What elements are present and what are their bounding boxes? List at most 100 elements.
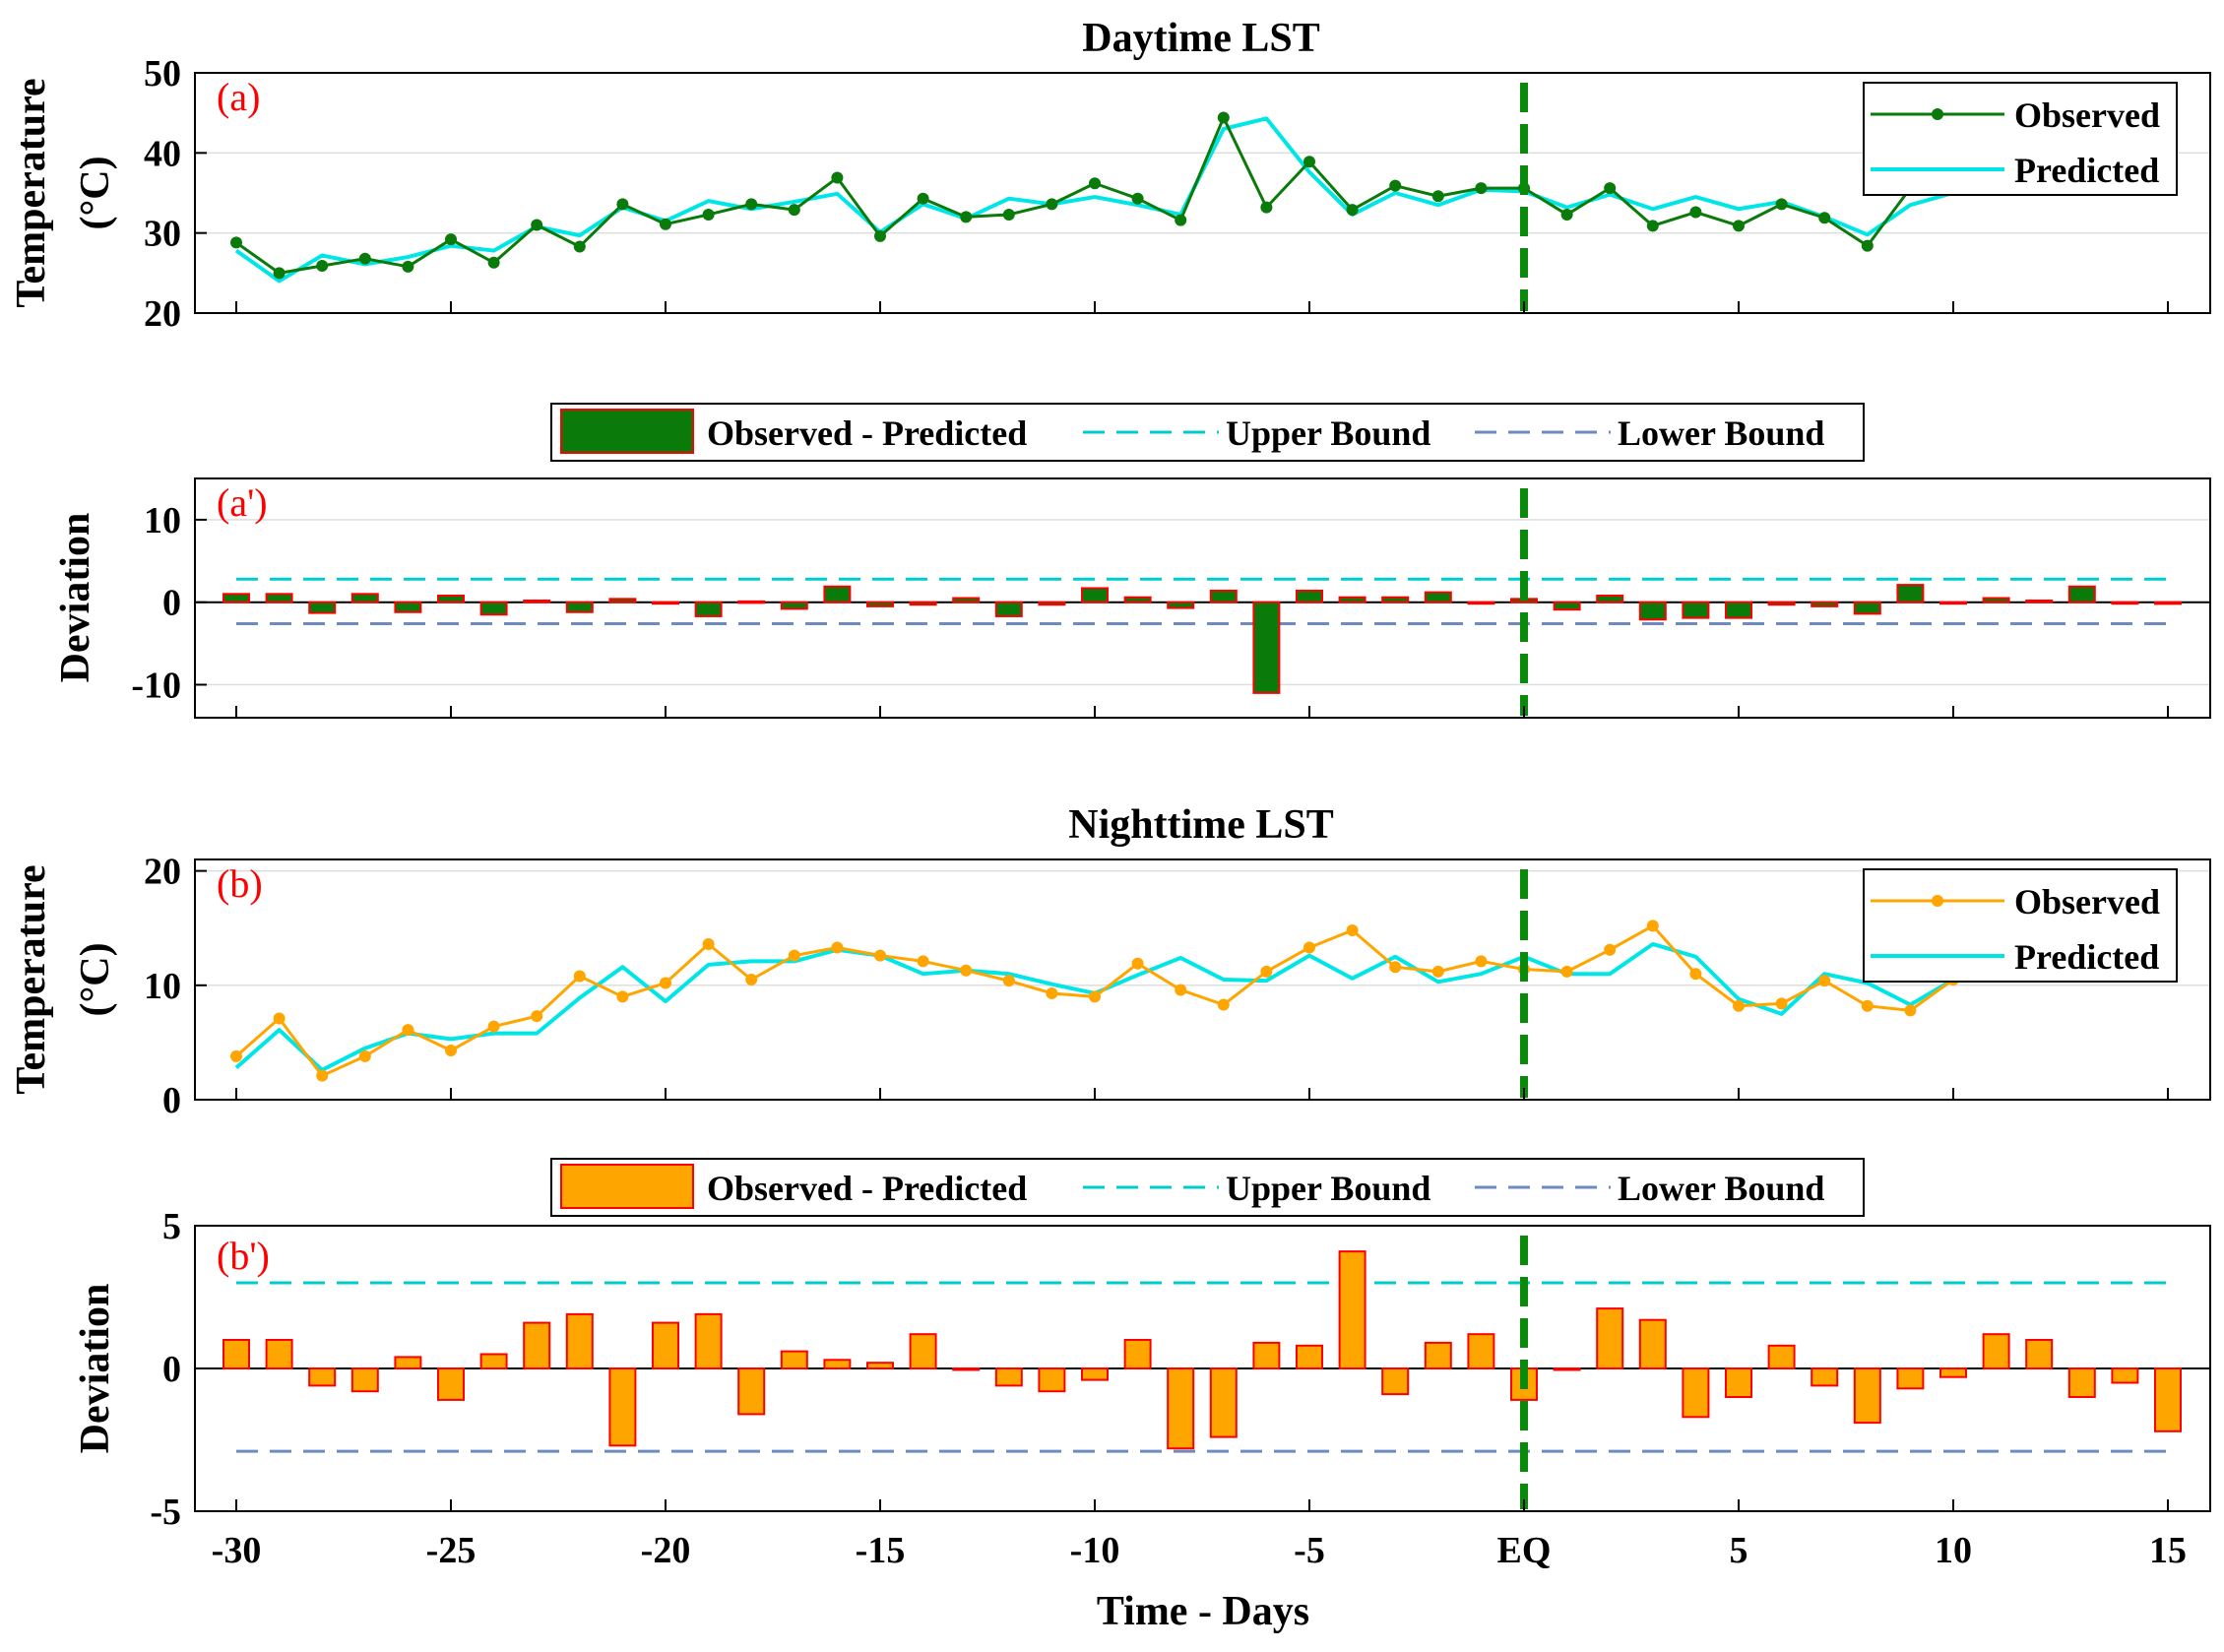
x-axis-ticks: -30 -25 -20 -15 -10 -5 EQ 5 10 15: [212, 1530, 2187, 1571]
deviation-bar: [1682, 1367, 1710, 1419]
y-axis-label-line1: Temperature: [9, 78, 54, 307]
deviation-bar: [1123, 596, 1152, 604]
deviation-bar: [1209, 1367, 1238, 1438]
x-tick-label: -15: [856, 1530, 906, 1571]
y-axis-ticks: -5 0 5: [150, 1206, 2169, 1533]
point-observed: [487, 256, 500, 269]
point-observed: [573, 970, 586, 983]
deviation-bar: [1167, 601, 1195, 609]
legend-upper-bound-label: Upper Bound: [1226, 413, 1430, 453]
point-observed: [1733, 999, 1745, 1012]
x-tick-label: EQ: [1497, 1530, 1552, 1571]
point-observed: [1818, 212, 1831, 224]
plot-frame: [194, 477, 2211, 719]
deviation-bar: [222, 1339, 250, 1369]
deviation-bar: [1767, 601, 1796, 606]
deviation-bar: [994, 601, 1023, 617]
point-observed: [1175, 984, 1187, 996]
deviation-bar: [265, 1339, 293, 1369]
legend-box: [550, 1158, 1865, 1217]
deviation-bar: [1424, 1341, 1452, 1370]
deviation-bar: [1338, 1250, 1366, 1369]
deviation-bar: [308, 601, 337, 614]
x-tick-label: 10: [1935, 1530, 1972, 1571]
point-observed: [230, 236, 242, 249]
legend-predicted-label: Predicted: [2014, 151, 2159, 190]
point-observed: [402, 260, 414, 273]
point-observed: [445, 233, 457, 246]
deviation-bar: [823, 1359, 852, 1370]
point-observed: [1431, 965, 1444, 978]
deviation-bar: [437, 1367, 465, 1401]
y-axis-label: Temperature (°C): [9, 864, 118, 1094]
deviation-bar: [1853, 601, 1881, 615]
x-tick-label: -20: [641, 1530, 691, 1571]
point-observed: [1131, 957, 1144, 970]
point-observed: [1002, 975, 1015, 987]
legend-box: [550, 403, 1865, 462]
point-observed: [1389, 179, 1402, 192]
deviation-bar: [1638, 601, 1667, 621]
deviation-bar: [1596, 594, 1624, 604]
point-observed: [745, 974, 758, 985]
legend-predicted-label: Predicted: [2014, 937, 2159, 977]
deviation-bar: [1252, 1341, 1281, 1370]
deviation-bar: [1939, 601, 1967, 605]
deviation-bar: [737, 600, 766, 604]
point-observed: [531, 219, 543, 231]
point-observed: [1861, 239, 1874, 252]
deviation-bar: [1252, 601, 1281, 694]
x-tick-label: 5: [1730, 1530, 1748, 1571]
panel-nighttime-lst: Nighttime LST 0 10 20 (b) Temperature (°C)…: [9, 802, 2211, 1121]
point-observed: [1775, 997, 1788, 1010]
deviation-bar: [694, 601, 723, 617]
deviation-bar: [265, 593, 293, 604]
legend-lower-bound-label: Lower Bound: [1618, 413, 1824, 453]
legend-obs-minus-pred-label: Observed - Predicted: [707, 1169, 1027, 1208]
point-observed: [1604, 943, 1617, 956]
deviation-bar: [1381, 596, 1410, 604]
deviation-bar: [1596, 1307, 1624, 1369]
point-observed: [1431, 190, 1444, 203]
point-observed: [1689, 206, 1702, 219]
deviation-bar: [1982, 597, 2010, 604]
panel-label: (b'): [217, 1234, 270, 1278]
deviation-bar: [866, 1362, 894, 1369]
deviation-bar: [994, 1367, 1023, 1387]
point-observed: [1089, 177, 1101, 190]
deviation-bar: [780, 1350, 808, 1369]
deviation-bar: [565, 1312, 594, 1370]
y-tick-label: 20: [144, 293, 181, 335]
point-observed: [1089, 990, 1101, 1003]
x-tick-label: -25: [426, 1530, 477, 1571]
y-tick-label: 10: [144, 500, 181, 541]
deviation-bar: [1553, 1367, 1581, 1371]
point-observed: [273, 1012, 286, 1025]
deviation-bar: [866, 601, 894, 607]
deviation-bar: [394, 1356, 422, 1370]
chart-title: Nighttime LST: [1068, 802, 1334, 848]
legend: Observed Predicted: [1863, 82, 2178, 196]
legend-obs-minus-pred-label: Observed - Predicted: [707, 413, 1027, 453]
deviation-legend-a: Observed - Predicted Upper Bound Lower B…: [550, 403, 1865, 462]
y-tick-label: 20: [144, 852, 181, 893]
deviation-bar: [2025, 1339, 2054, 1369]
legend-box: [1863, 868, 2178, 983]
point-observed: [1303, 156, 1315, 168]
point-observed: [1131, 192, 1144, 205]
point-observed: [402, 1024, 414, 1037]
deviation-bar: [1725, 1367, 1752, 1398]
y-tick-label: 50: [144, 53, 181, 95]
deviation-bar: [1811, 1367, 1839, 1387]
point-observed: [874, 949, 886, 962]
legend-observed-marker: [1932, 895, 1943, 907]
deviation-bar: [2111, 1367, 2139, 1384]
point-observed: [960, 964, 973, 977]
point-observed: [1046, 198, 1058, 211]
panel-label: (a): [217, 75, 260, 119]
y-tick-label: 30: [144, 214, 181, 255]
panel-label: (a'): [217, 480, 268, 525]
plot-frame: [194, 72, 2211, 314]
series-predicted-line: [234, 941, 2168, 1072]
point-observed: [1346, 204, 1359, 217]
